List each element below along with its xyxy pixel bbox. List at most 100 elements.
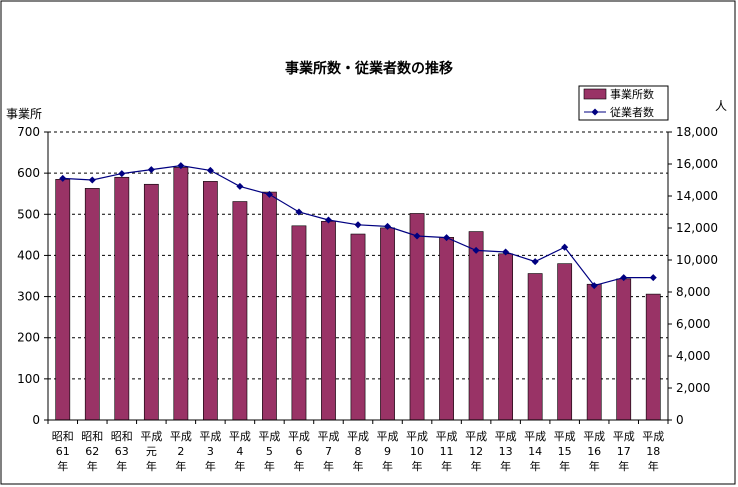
category-label-line: 年	[264, 459, 275, 473]
category-label-line: 10	[410, 445, 424, 458]
category-label-line: 年	[589, 459, 600, 473]
bar	[321, 220, 336, 421]
bar	[557, 263, 573, 421]
category-label-line: 61	[56, 445, 70, 458]
category-label: 平成 6 年	[288, 430, 310, 473]
category-label-line: 11	[440, 445, 454, 458]
category-label: 平成 4 年	[229, 430, 251, 473]
category-label-line: 年	[530, 459, 541, 473]
right-tick-label: 2,000	[676, 381, 710, 395]
bar	[527, 273, 543, 421]
category-label-line: 15	[558, 445, 572, 458]
category-label-line: 4	[236, 445, 243, 458]
right-axis-label: 人	[715, 99, 727, 113]
right-tick-label: 12,000	[676, 221, 718, 235]
category-label: 平成 8 年	[347, 430, 369, 473]
category-label-line: 8	[355, 445, 362, 458]
bar	[291, 225, 307, 421]
category-label-line: 18	[646, 445, 660, 458]
category-label-line: 平成	[170, 430, 192, 443]
category-label-line: 63	[115, 445, 129, 458]
category-label: 平成 15 年	[554, 430, 576, 473]
category-label-line: 9	[384, 445, 391, 458]
category-label-line: 5	[266, 445, 273, 458]
axes-layer	[47, 132, 669, 421]
category-label-line: 13	[499, 445, 513, 458]
category-label: 平成 11 年	[436, 430, 458, 473]
category-label-line: 年	[500, 459, 511, 473]
line-point	[265, 190, 273, 198]
category-label: 平成 2 年	[170, 430, 192, 473]
legend-label-line: 従業者数	[610, 106, 654, 119]
left-tick-label: 700	[17, 125, 40, 139]
left-tick-label: 200	[17, 331, 40, 345]
category-label-line: 年	[205, 459, 216, 473]
category-label-line: 年	[57, 459, 68, 473]
category-label-line: 年	[559, 459, 570, 473]
category-label-line: 平成	[613, 430, 635, 443]
category-label-line: 平成	[436, 430, 458, 443]
bar	[262, 191, 277, 421]
category-label-line: 年	[116, 459, 127, 473]
category-label-line: 年	[146, 459, 157, 473]
bar	[350, 233, 366, 421]
bar	[55, 179, 71, 421]
category-label-line: 年	[471, 459, 482, 473]
bar	[114, 176, 130, 421]
category-label: 平成元年	[140, 430, 162, 473]
category-label-line: 平成	[465, 430, 487, 443]
category-label: 昭和 63 年	[111, 430, 133, 473]
category-label-line: 年	[234, 459, 245, 473]
category-label: 平成 12 年	[465, 430, 487, 473]
bar	[173, 167, 189, 421]
left-tick-label: 500	[17, 207, 40, 221]
bar	[143, 183, 159, 421]
category-label: 平成 5 年	[258, 430, 280, 473]
category-label-line: 平成	[495, 430, 517, 443]
line-point	[531, 258, 539, 266]
right-tick-label: 8,000	[676, 285, 710, 299]
category-label: 平成 18 年	[642, 430, 664, 473]
left-tick-label: 600	[17, 166, 40, 180]
category-label: 平成 17 年	[613, 430, 635, 473]
bar	[202, 181, 218, 421]
line-point	[649, 274, 657, 282]
bars-layer	[55, 167, 661, 421]
legend-label-bar: 事業所数	[610, 88, 654, 101]
legend-line-marker	[591, 108, 599, 116]
left-tick-label: 100	[17, 372, 40, 386]
category-label-line: 平成	[524, 430, 546, 443]
category-label-line: 平成	[377, 430, 399, 443]
line-point	[206, 166, 214, 174]
category-label-line: 6	[295, 445, 302, 458]
category-label: 平成 14 年	[524, 430, 546, 473]
legend: 事業所数 従業者数	[578, 85, 669, 121]
category-label: 平成 16 年	[583, 430, 605, 473]
category-label-line: 年	[382, 459, 393, 473]
bar	[439, 237, 454, 421]
category-label-line: 年	[353, 459, 364, 473]
right-tick-label: 16,000	[676, 157, 718, 171]
category-label: 昭和 62 年	[81, 430, 103, 473]
category-label-line: 平成	[229, 430, 251, 443]
right-tick-label: 6,000	[676, 317, 710, 331]
category-label-line: 3	[207, 445, 214, 458]
right-tick-label: 10,000	[676, 253, 718, 267]
bar	[616, 278, 632, 421]
category-label-line: 平成	[347, 430, 369, 443]
line-point	[236, 182, 244, 190]
category-label: 平成 13 年	[495, 430, 517, 473]
line-point	[590, 282, 598, 290]
ticks-layer: 0 100 200 300 400 500 600 700 0 2,000 4,000 6,000 8,…	[17, 125, 718, 427]
line-layer	[59, 162, 657, 290]
bar	[498, 253, 514, 421]
category-label-line: 平成	[317, 430, 339, 443]
line-point	[443, 234, 451, 242]
line-point	[354, 221, 362, 229]
left-tick-label: 400	[17, 248, 40, 262]
category-label-line: 年	[441, 459, 452, 473]
line-point	[413, 232, 421, 240]
category-label-line: 平成	[642, 430, 664, 443]
